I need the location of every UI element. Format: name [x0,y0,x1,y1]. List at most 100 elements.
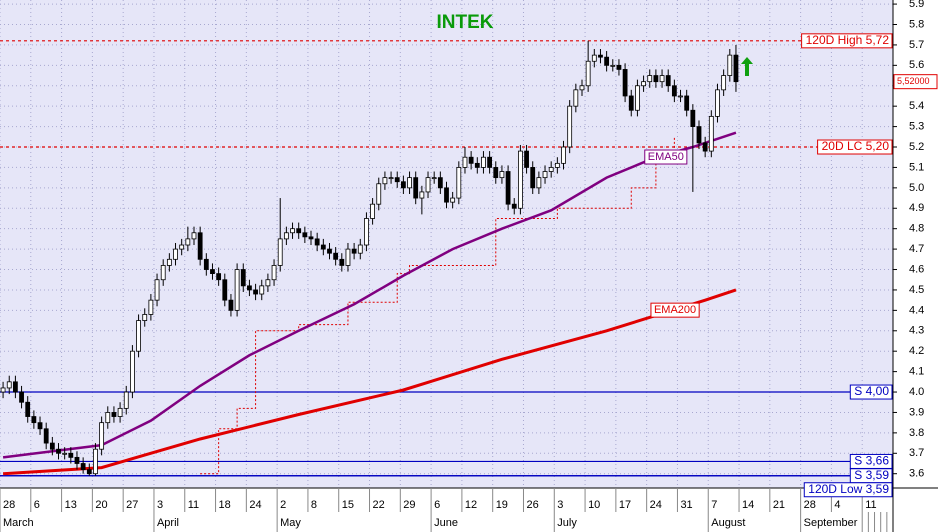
candle-body [142,314,148,321]
y-tick-label: 4.9 [909,202,924,214]
x-tick-label: 17 [619,499,631,511]
x-tick-label: 11 [865,499,876,511]
candle-body [314,238,320,246]
y-tick-label: 3.6 [909,468,924,480]
series-label-box [650,302,700,318]
candle-body [56,448,61,454]
level-label: S 4,00 [854,384,889,398]
x-tick-label: 11 [188,499,199,511]
y-tick-label: 5.0 [909,182,924,194]
candle-body [357,244,363,254]
y-tick-label: 4.1 [909,366,924,378]
candle-body [671,85,677,97]
candle-body [604,56,610,66]
candle-body [684,95,690,111]
x-tick-label: 19 [496,499,508,511]
month-label: April [157,517,179,529]
candle-body [185,238,191,246]
candle-body [474,162,480,168]
ema-line [2,131,737,459]
candle-body [481,156,486,168]
candle-body [400,181,406,189]
x-tick-label: 28 [3,499,15,511]
last-price-box [893,74,938,90]
candle-body [265,279,271,287]
candle-body [333,252,339,260]
stop-line [200,136,675,475]
candle-body [166,258,172,266]
x-tick-label: 31 [680,499,692,511]
candle-body [271,265,277,281]
level-label: 20D LC 5,20 [822,139,890,153]
trend-arrow [741,57,753,76]
x-tick-label: 24 [650,499,662,511]
candle-body [80,463,86,471]
candle-body [708,115,714,152]
x-tick-label: 28 [804,499,816,511]
candle-body [179,244,185,250]
candle-body [240,269,246,287]
x-tick-label: 20 [95,499,107,511]
candle-body [382,177,388,185]
series-label: EMA200 [654,304,696,316]
y-tick-label: 5.2 [909,141,924,153]
month-label: May [280,517,301,529]
candle-body [598,54,603,58]
candle-body [456,167,462,199]
y-tick-label: 5.7 [909,39,924,51]
candle-body [370,203,375,219]
candle-body [653,75,659,83]
candle-body [25,401,31,417]
level-label-box [817,139,893,155]
candle-body [727,54,733,76]
y-tick-label: 5.8 [909,18,924,30]
level-label: S 3,59 [854,468,889,482]
candle-body [31,416,37,424]
candle-body [327,248,332,254]
x-tick-label: 7 [711,499,717,511]
candle-body [283,232,289,240]
candle-body [530,167,536,189]
candle-body [173,248,178,260]
x-tick-label: 12 [465,499,477,511]
candle-body [610,64,616,67]
candle-body [160,265,166,281]
candle-body [493,167,499,179]
candle-body [505,171,511,205]
x-tick-label: 8 [311,499,317,511]
candle-body [431,177,437,180]
candle-body [234,269,240,311]
candle-body [216,273,222,281]
y-tick-label: 4.5 [909,284,924,296]
candle-body [117,407,123,417]
series-label: EMA50 [648,151,684,163]
x-tick-label: 27 [126,499,138,511]
level-label-box [801,33,893,49]
y-tick-label: 5.6 [909,59,924,71]
candle-body [86,469,92,475]
candle-body [203,258,209,270]
x-tick-label: 4 [834,499,840,511]
candle-body [253,289,258,295]
x-tick-label: 15 [342,499,354,511]
y-tick-label: 5.1 [909,161,924,173]
candle-body [444,187,449,203]
candle-body [302,232,308,238]
candle-body [62,452,68,455]
y-tick-label: 3.8 [909,427,924,439]
month-label: August [711,517,745,529]
y-tick-label: 4.2 [909,345,924,357]
candle-body [665,75,671,87]
last-price-label: 5,52000 [897,76,930,86]
candle-body [93,448,98,475]
level-label: 120D Low 3,59 [808,482,889,496]
x-tick-label: 3 [557,499,563,511]
candle-body [19,391,24,403]
candle-body [585,60,591,87]
x-tick-label: 29 [403,499,415,511]
month-label: July [557,517,577,529]
candle-body [573,89,579,107]
candle-body [579,85,585,91]
candle-body [733,54,739,83]
candle-body [548,167,554,172]
